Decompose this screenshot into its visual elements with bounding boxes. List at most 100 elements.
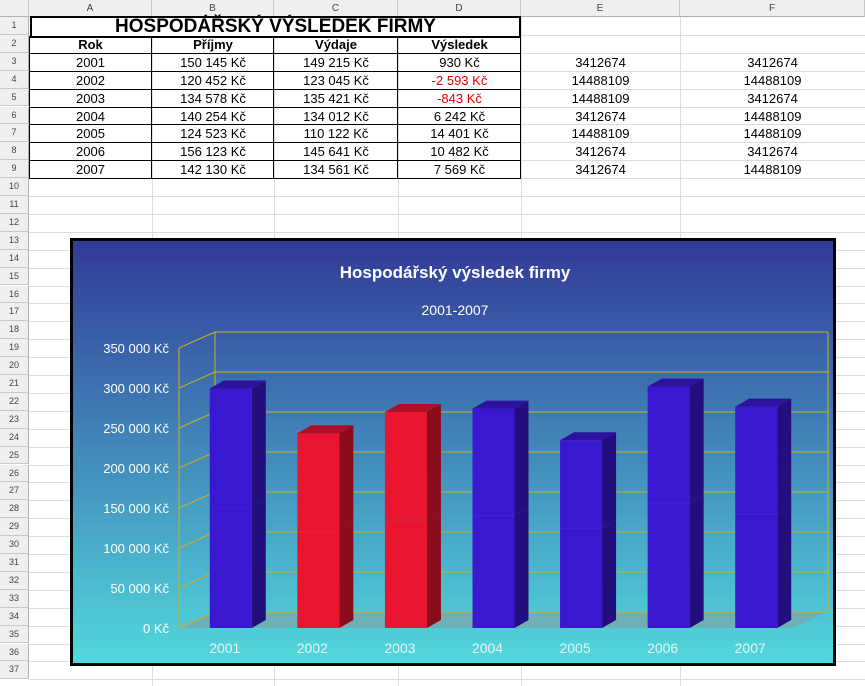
y-tick-label: 200 000 Kč bbox=[103, 461, 169, 476]
gridline bbox=[178, 531, 216, 549]
x-tick-label: 2004 bbox=[472, 640, 503, 656]
select-all-corner[interactable] bbox=[0, 0, 29, 17]
chart[interactable]: Hospodářský výsledek firmy 2001-2007 0 K… bbox=[73, 241, 833, 663]
bar bbox=[647, 386, 690, 504]
bar-side bbox=[689, 495, 704, 628]
row-header[interactable]: 11 bbox=[0, 196, 29, 214]
row-header[interactable]: 8 bbox=[0, 142, 29, 161]
table-cell: 134 012 Kč bbox=[303, 108, 369, 124]
table-cell: 142 130 Kč bbox=[180, 162, 246, 178]
row-header[interactable]: 30 bbox=[0, 536, 29, 554]
table-border bbox=[29, 70, 521, 72]
row-header[interactable]: 20 bbox=[0, 357, 29, 375]
row-header[interactable]: 24 bbox=[0, 428, 29, 447]
row-header[interactable]: 25 bbox=[0, 446, 29, 465]
column-header[interactable]: F bbox=[680, 0, 865, 17]
table-cell: 14488109 bbox=[743, 72, 802, 88]
table-cell: 930 Kč bbox=[439, 54, 480, 70]
plot-area: 0 Kč 50 000 Kč 100 000 Kč 150 000 Kč 200 000… bbox=[103, 331, 829, 656]
row-header[interactable]: 15 bbox=[0, 267, 29, 286]
bar-side bbox=[426, 404, 441, 521]
row-header[interactable]: 34 bbox=[0, 607, 29, 626]
bar bbox=[560, 528, 603, 628]
table-border bbox=[29, 178, 521, 180]
row-header[interactable]: 13 bbox=[0, 231, 29, 250]
bar bbox=[297, 433, 340, 532]
table-header: Příjmy bbox=[193, 36, 233, 52]
row-header[interactable]: 26 bbox=[0, 464, 29, 483]
row-header[interactable]: 27 bbox=[0, 482, 29, 501]
row-header[interactable]: 29 bbox=[0, 518, 29, 537]
row-header[interactable]: 18 bbox=[0, 321, 29, 340]
sheet-title: HOSPODÁŘSKÝ VÝSLEDEK FIRMY bbox=[30, 16, 521, 38]
bar bbox=[384, 520, 427, 628]
row-header[interactable]: 3 bbox=[0, 52, 29, 71]
chart-frame[interactable]: Hospodářský výsledek firmy 2001-2007 0 K… bbox=[70, 238, 836, 666]
bar-side bbox=[777, 398, 792, 515]
row-header[interactable]: 37 bbox=[0, 661, 29, 680]
x-tick-label: 2003 bbox=[384, 640, 415, 656]
table-cell: 2003 bbox=[76, 90, 105, 106]
row-header[interactable]: 23 bbox=[0, 410, 29, 429]
row-header[interactable]: 9 bbox=[0, 160, 29, 179]
row-header[interactable]: 14 bbox=[0, 249, 29, 268]
bar-top bbox=[560, 432, 617, 441]
table-cell: -843 Kč bbox=[437, 90, 482, 106]
row-header[interactable]: 32 bbox=[0, 571, 29, 590]
bar-top bbox=[209, 380, 266, 389]
table-cell: 14 401 Kč bbox=[430, 126, 489, 142]
bar-side bbox=[689, 378, 704, 504]
row-header[interactable]: 17 bbox=[0, 303, 29, 322]
row-header[interactable]: 21 bbox=[0, 375, 29, 393]
y-tick-label: 50 000 Kč bbox=[110, 581, 169, 596]
row-header[interactable]: 12 bbox=[0, 213, 29, 232]
table-cell: 3412674 bbox=[575, 54, 626, 70]
table-cell: 2007 bbox=[76, 162, 105, 178]
table-border bbox=[29, 106, 521, 108]
table-border bbox=[29, 35, 521, 37]
row-header[interactable]: 31 bbox=[0, 554, 29, 572]
row-header[interactable]: 33 bbox=[0, 589, 29, 608]
chart-title: Hospodářský výsledek firmy bbox=[340, 263, 571, 282]
bar-side bbox=[602, 432, 617, 529]
row-header[interactable]: 16 bbox=[0, 285, 29, 304]
row-header[interactable]: 5 bbox=[0, 88, 29, 107]
bar-side bbox=[251, 499, 266, 628]
gridline bbox=[178, 411, 216, 429]
row-header[interactable]: 4 bbox=[0, 70, 29, 89]
row-header[interactable]: 6 bbox=[0, 106, 29, 125]
row-header[interactable]: 7 bbox=[0, 124, 29, 143]
table-header: Výsledek bbox=[431, 36, 488, 52]
y-tick-label: 150 000 Kč bbox=[103, 501, 169, 516]
bar-side bbox=[514, 507, 529, 628]
row-header[interactable]: 10 bbox=[0, 178, 29, 196]
row-header[interactable]: 19 bbox=[0, 339, 29, 358]
column-header[interactable]: E bbox=[521, 0, 680, 17]
bar-top bbox=[647, 378, 704, 387]
y-tick-label: 0 Kč bbox=[143, 621, 170, 636]
column-header[interactable]: B bbox=[152, 0, 274, 17]
table-header: Rok bbox=[78, 36, 103, 52]
bar bbox=[560, 440, 603, 529]
x-tick-label: 2006 bbox=[647, 640, 678, 656]
table-cell: 124 523 Kč bbox=[180, 126, 246, 142]
column-header[interactable]: A bbox=[29, 0, 152, 17]
bar-side bbox=[339, 523, 354, 628]
row-header[interactable]: 1 bbox=[0, 17, 29, 35]
table-cell: -2 593 Kč bbox=[431, 72, 488, 88]
gridline bbox=[178, 611, 216, 629]
row-header[interactable]: 36 bbox=[0, 643, 29, 662]
column-header[interactable]: C bbox=[274, 0, 398, 17]
x-tick-label: 2002 bbox=[297, 640, 328, 656]
table-cell: 2002 bbox=[76, 72, 105, 88]
row-header[interactable]: 28 bbox=[0, 500, 29, 519]
x-tick-label: 2007 bbox=[735, 640, 766, 656]
table-cell: 14488109 bbox=[571, 90, 630, 106]
row-header[interactable]: 2 bbox=[0, 34, 29, 53]
gridline bbox=[29, 679, 865, 681]
column-header[interactable]: D bbox=[398, 0, 521, 17]
table-cell: 150 145 Kč bbox=[180, 54, 246, 70]
row-header[interactable]: 22 bbox=[0, 392, 29, 411]
bar bbox=[735, 406, 778, 515]
row-header[interactable]: 35 bbox=[0, 625, 29, 644]
